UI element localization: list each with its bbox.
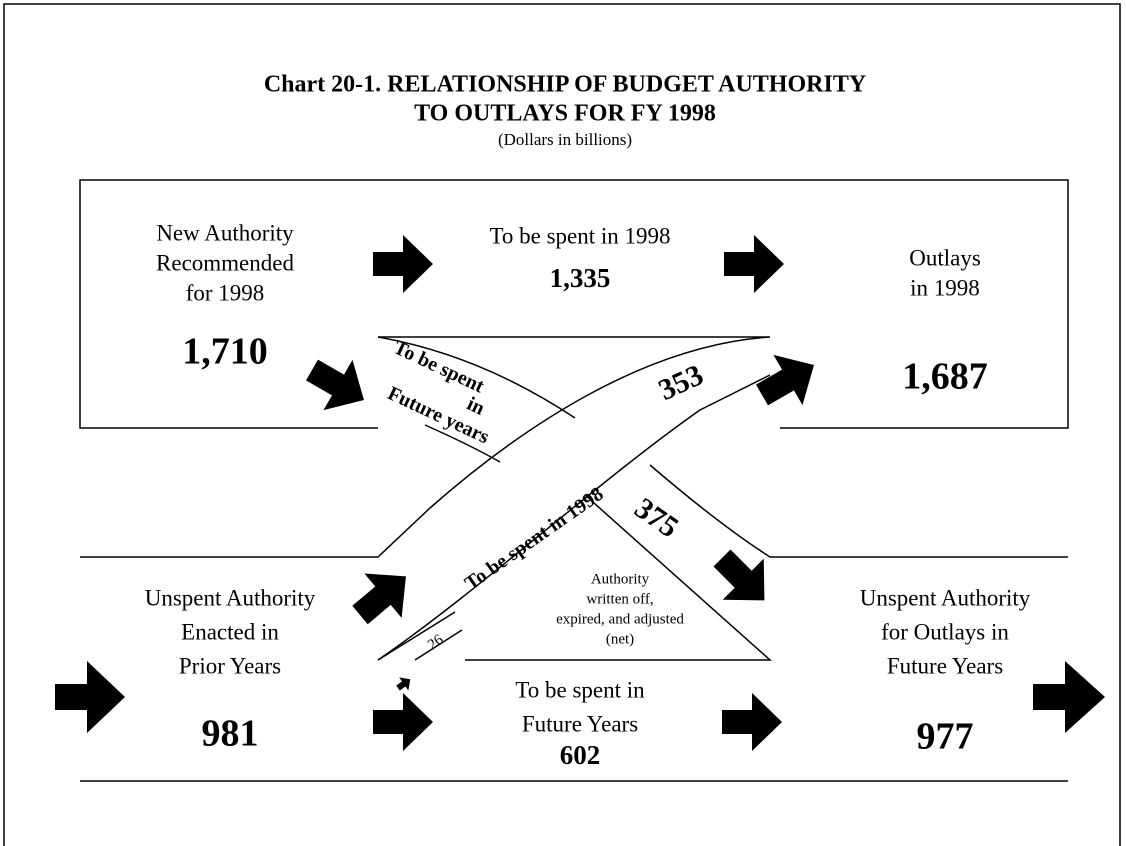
title-line: TO OUTLAYS FOR FY 1998 [414,101,716,127]
band-future-edge [377,336,576,419]
small-band [377,611,463,661]
node-label: Unspent Authority [860,585,1031,610]
arrow [713,549,765,601]
flow-label-line: (net) [606,631,634,647]
node-value: 977 [917,716,974,758]
flow-value: 353 [654,358,709,407]
band-future-edge [424,424,501,463]
subtitle: (Dollars in billions) [498,130,632,149]
node-label: Unspent Authority [145,585,316,610]
band-future-edge [649,464,1068,558]
node-label: for Outlays in [881,619,1009,644]
arrow [373,235,433,293]
node-label: in 1998 [910,275,980,300]
flow-value: 26 [425,631,447,653]
flow-value: 375 [629,491,685,544]
top-box [79,179,1069,429]
node-label: Recommended [156,250,294,275]
arrow [722,693,782,751]
writeoff-triangle [465,494,772,661]
flow-label-line: expired, and adjusted [556,611,684,627]
node-label: Enacted in [181,619,279,644]
arrow [724,235,784,293]
title-line: Chart 20-1. RELATIONSHIP OF BUDGET AUTHO… [264,72,866,98]
arrow [373,693,433,751]
flow-label-line: Authority [591,571,650,587]
node-label: for 1998 [186,280,265,305]
frame [3,3,1121,846]
node-label: Future Years [522,711,638,736]
arrow [352,573,406,625]
flow-label-line: To be spent in 1998 [461,483,608,595]
arrow [756,354,814,406]
arrow [396,677,411,691]
node-label: To be spent in [515,677,645,702]
node-value: 1,687 [902,356,988,398]
band-1998-edge [377,374,771,661]
flow-label-line: written off, [586,591,653,607]
node-value: 981 [202,713,259,755]
arrows [55,235,1105,751]
band-1998 [80,336,771,558]
node-label: New Authority [156,220,294,245]
node-value: 1,335 [550,263,611,293]
node-value: 1,710 [182,331,268,373]
node-label: To be spent in 1998 [489,223,670,248]
arrow [306,359,364,411]
node-label: Prior Years [179,653,281,678]
arrow [1033,661,1105,733]
arrow [55,661,125,733]
node-value: 602 [560,740,601,770]
node-label: Outlays [909,245,981,270]
node-label: Future Years [887,653,1003,678]
